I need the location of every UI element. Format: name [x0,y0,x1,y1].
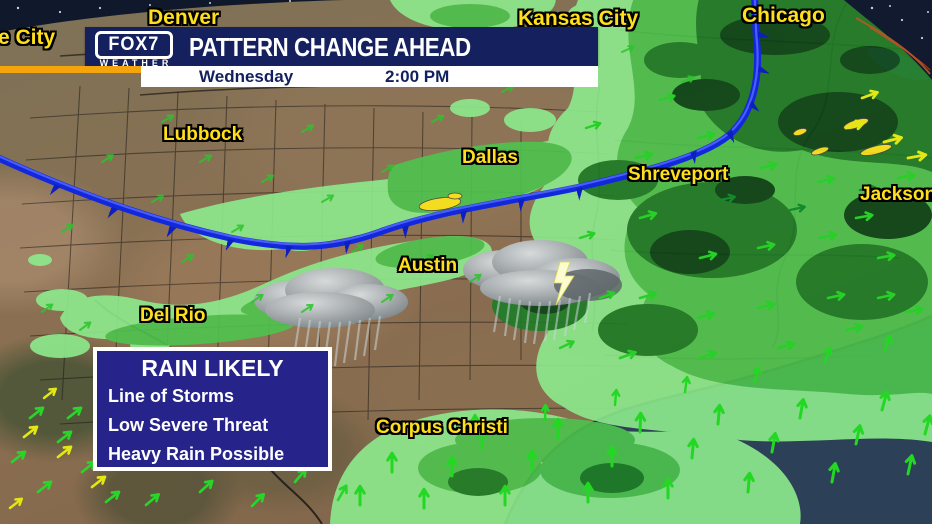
cold-front-line [0,0,758,246]
callout-line-1: Line of Storms [108,386,235,406]
city-label-dallas: Dallas [462,147,518,168]
city-label-shreveport: Shreveport [628,164,729,185]
accent-orange-bar [0,66,141,73]
stars [16,0,929,40]
forecast-callout-box: RAIN LIKELY Line of Storms Low Severe Th… [93,347,332,471]
city-label-kansas-city: Kansas City [518,7,639,30]
city-label-lubbock: Lubbock [163,124,243,145]
rain-shafts [292,315,382,367]
storm-cloud-east [463,240,622,345]
city-label-jackson: Jackson [860,184,932,205]
city-label-corpus-christi: Corpus Christi [376,417,508,438]
city-label-del-rio: Del Rio [140,305,206,326]
rain-shafts [492,292,592,345]
fox7-logo-text: FOX7 [108,34,160,55]
header-bar: FOX7 WEATHER PATTERN CHANGE AHEAD [85,27,598,68]
fox7-logo: FOX7 [95,31,173,59]
headline-title: PATTERN CHANGE AHEAD [189,32,471,62]
callout-line-3: Heavy Rain Possible [108,444,285,464]
timestamp-bar: Wednesday 2:00 PM [141,66,598,87]
precip-intense [519,15,932,314]
space-sky [0,0,932,80]
storm-cloud-west [254,268,408,367]
forecast-day: Wednesday [199,67,294,86]
forecast-time: 2:00 PM [385,67,450,86]
city-label-austin: Austin [398,255,458,276]
callout-line-2: Low Severe Threat [108,415,269,435]
callout-title: RAIN LIKELY [141,355,284,381]
city-label-denver: Denver [148,6,220,29]
lightning-icon [553,261,575,306]
city-label-chicago: Chicago [742,4,825,27]
city-label-partial: e City [0,26,56,49]
